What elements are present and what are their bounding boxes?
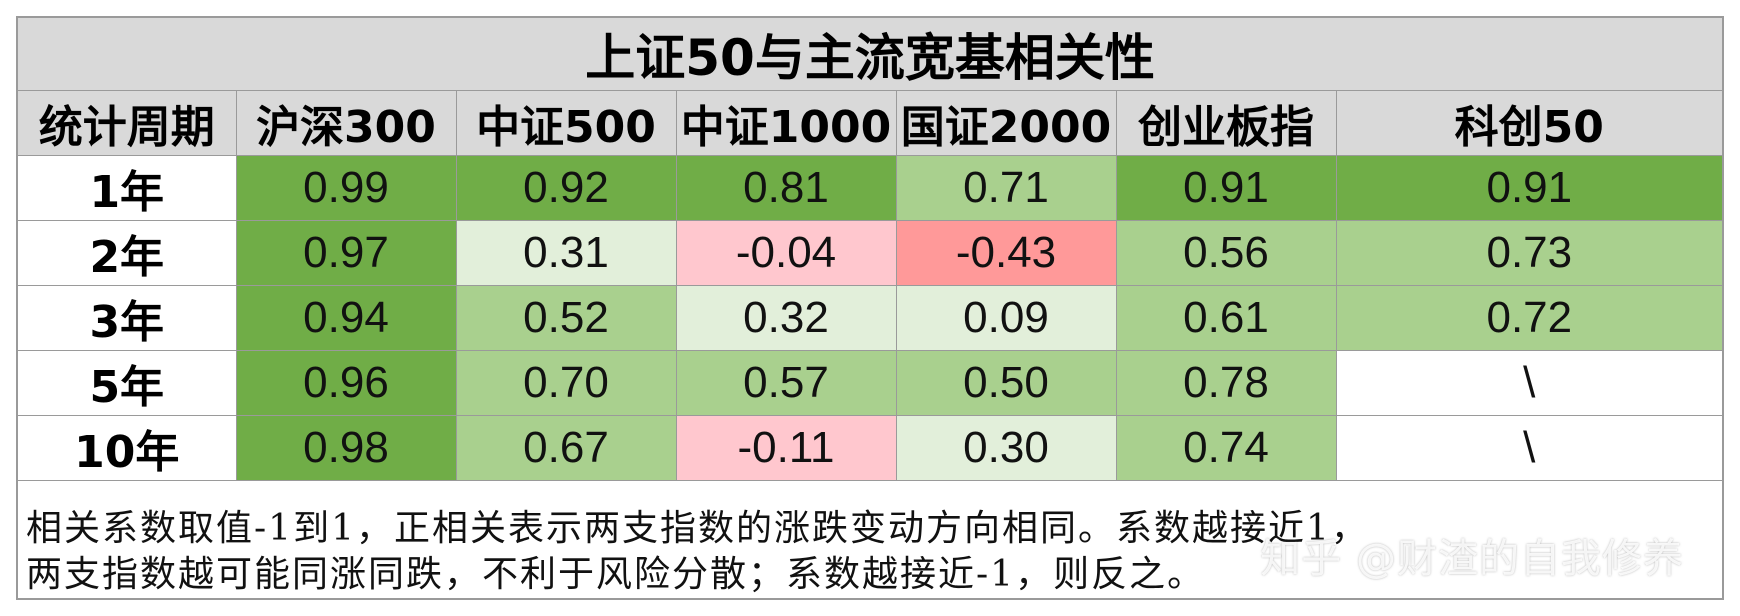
value-cell: 0.30: [895, 415, 1117, 481]
value-cell: 0.50: [895, 350, 1117, 416]
value-cell: 0.78: [1115, 350, 1337, 416]
table-title: 上证50与主流宽基相关性: [18, 18, 1723, 91]
row-label: 5年: [18, 350, 237, 416]
row-label: 1年: [18, 155, 237, 221]
header-cyb: 创业板指: [1115, 90, 1337, 156]
value-cell: 0.91: [1115, 155, 1337, 221]
value-cell: 0.74: [1115, 415, 1337, 481]
table-row: 1年 0.99 0.92 0.81 0.71 0.91 0.91: [18, 155, 1723, 221]
header-row: 统计周期 沪深300 中证500 中证1000 国证2000 创业板指 科创50: [18, 90, 1723, 156]
header-zz500: 中证500: [455, 90, 677, 156]
table-row: 2年 0.97 0.31 -0.04 -0.43 0.56 0.73: [18, 220, 1723, 286]
value-cell: 0.52: [455, 285, 677, 351]
correlation-table-frame: 上证50与主流宽基相关性 统计周期 沪深300 中证500 中证1000 国证2…: [16, 16, 1724, 600]
header-gz2000: 国证2000: [895, 90, 1117, 156]
value-cell: 0.31: [455, 220, 677, 286]
row-label: 3年: [18, 285, 237, 351]
value-cell: 0.71: [895, 155, 1117, 221]
value-cell: 0.70: [455, 350, 677, 416]
footnote-line-1: 相关系数取值-1到1，正相关表示两支指数的涨跌变动方向相同。系数越接近1，: [26, 508, 1369, 549]
watermark: 知乎 @财渣的自我修养: [1260, 536, 1684, 582]
value-cell: 0.09: [895, 285, 1117, 351]
row-label: 10年: [18, 415, 237, 481]
table-row: 10年 0.98 0.67 -0.11 0.30 0.74 \: [18, 415, 1723, 481]
header-kc50: 科创50: [1335, 90, 1723, 156]
row-label: 2年: [18, 220, 237, 286]
value-cell: 0.56: [1115, 220, 1337, 286]
value-cell: 0.32: [675, 285, 897, 351]
value-cell: 0.99: [235, 155, 457, 221]
value-cell: -0.11: [675, 415, 897, 481]
value-cell: 0.98: [235, 415, 457, 481]
value-cell: 0.97: [235, 220, 457, 286]
value-cell: \: [1335, 350, 1723, 416]
value-cell: 0.72: [1335, 285, 1723, 351]
value-cell: 0.73: [1335, 220, 1723, 286]
value-cell: 0.67: [455, 415, 677, 481]
value-cell: -0.04: [675, 220, 897, 286]
header-period: 统计周期: [18, 90, 237, 156]
footnote-line-2: 两支指数越可能同涨同跌，不利于风险分散；系数越接近-1，则反之。: [26, 554, 1206, 595]
header-hs300: 沪深300: [235, 90, 457, 156]
value-cell: 0.81: [675, 155, 897, 221]
title-row: 上证50与主流宽基相关性: [18, 18, 1723, 91]
correlation-table: 上证50与主流宽基相关性 统计周期 沪深300 中证500 中证1000 国证2…: [18, 18, 1723, 481]
table-row: 3年 0.94 0.52 0.32 0.09 0.61 0.72: [18, 285, 1723, 351]
value-cell: 0.57: [675, 350, 897, 416]
value-cell: 0.96: [235, 350, 457, 416]
value-cell: -0.43: [895, 220, 1117, 286]
value-cell: 0.91: [1335, 155, 1723, 221]
value-cell: \: [1335, 415, 1723, 481]
table-row: 5年 0.96 0.70 0.57 0.50 0.78 \: [18, 350, 1723, 416]
value-cell: 0.61: [1115, 285, 1337, 351]
header-zz1000: 中证1000: [675, 90, 897, 156]
value-cell: 0.92: [455, 155, 677, 221]
footnote: 相关系数取值-1到1，正相关表示两支指数的涨跌变动方向相同。系数越接近1， 两支…: [18, 496, 1722, 598]
value-cell: 0.94: [235, 285, 457, 351]
